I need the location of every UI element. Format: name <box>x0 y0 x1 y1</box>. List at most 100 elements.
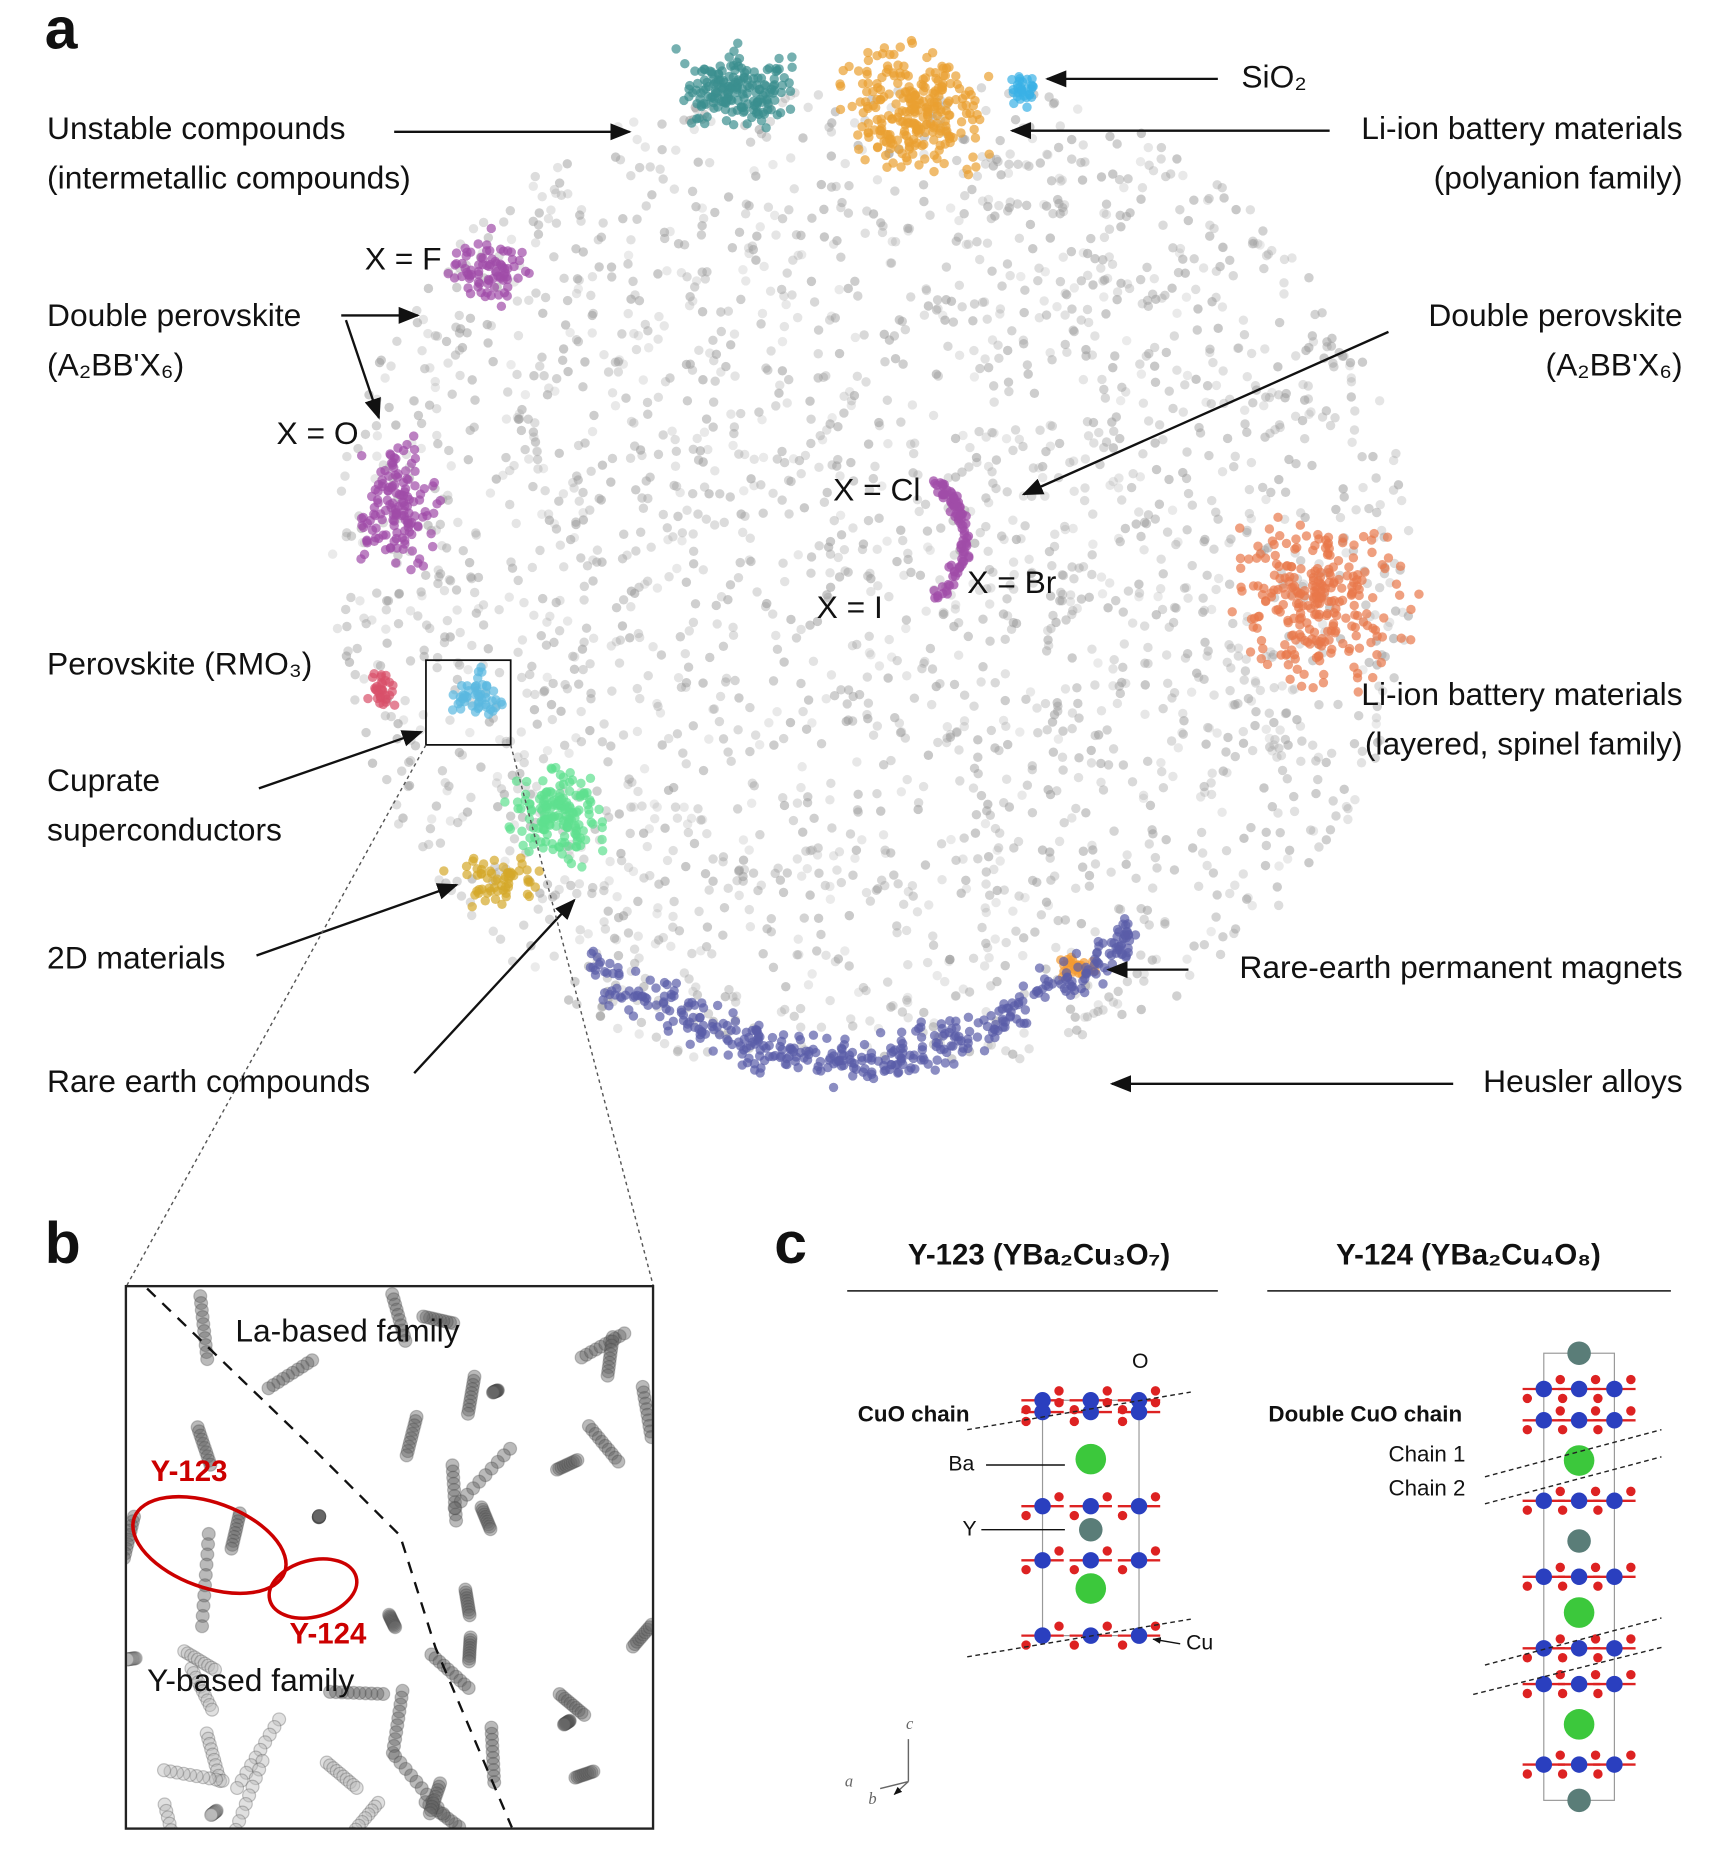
dot <box>433 578 443 589</box>
dot <box>637 450 647 461</box>
dot <box>613 122 623 132</box>
dot <box>577 1707 592 1722</box>
dot <box>638 503 649 513</box>
dot <box>1034 313 1045 323</box>
dot <box>226 1832 239 1845</box>
cluster-dot <box>964 1026 975 1037</box>
dot <box>950 991 961 1001</box>
cluster-dot <box>853 66 864 76</box>
dot <box>1217 807 1227 818</box>
dot <box>1274 317 1285 328</box>
dot <box>1108 664 1118 674</box>
dot <box>993 843 1004 853</box>
dot <box>1191 284 1201 295</box>
dot <box>629 328 639 339</box>
cluster-dot <box>1314 651 1324 661</box>
dot <box>965 442 975 453</box>
dot <box>698 565 709 575</box>
dot <box>671 446 682 457</box>
cluster-dot <box>906 1063 916 1073</box>
dot <box>688 529 698 539</box>
dot <box>1054 438 1065 449</box>
cluster-dot <box>486 290 496 301</box>
cluster-dot <box>1391 579 1402 589</box>
dot <box>863 571 873 581</box>
dot <box>182 1767 198 1782</box>
dot <box>562 159 572 169</box>
dot <box>572 274 583 284</box>
dot <box>747 778 758 788</box>
dot <box>1207 495 1217 506</box>
cluster-dot <box>897 148 907 159</box>
dot <box>659 1038 670 1049</box>
dot <box>972 237 982 247</box>
cluster-dot <box>732 57 742 67</box>
dot <box>563 1456 578 1471</box>
dot <box>1272 882 1282 892</box>
cluster-dot <box>712 1000 723 1011</box>
dot <box>1076 276 1087 286</box>
dot <box>1115 433 1125 444</box>
dot <box>1112 999 1123 1009</box>
dot <box>326 1761 341 1776</box>
dot <box>1299 434 1310 444</box>
cluster-dot <box>597 846 608 856</box>
dot <box>1259 783 1269 793</box>
cluster-dot <box>1236 582 1246 592</box>
cluster-dot <box>723 1036 733 1046</box>
dot <box>1126 482 1137 493</box>
dot <box>1048 99 1059 109</box>
dot <box>702 829 712 839</box>
dot <box>814 868 824 878</box>
dot <box>1027 133 1038 144</box>
dot <box>571 335 582 345</box>
dot <box>669 480 679 491</box>
dot <box>1274 743 1284 753</box>
dot <box>1069 283 1080 293</box>
dot <box>684 974 694 984</box>
dot <box>432 662 442 673</box>
atom <box>1069 1510 1080 1521</box>
dot <box>554 1460 569 1475</box>
dot <box>939 608 950 619</box>
cluster-dot <box>520 789 531 800</box>
cluster-dot <box>562 822 572 832</box>
dot <box>1239 675 1249 685</box>
dot <box>914 506 924 517</box>
dot <box>244 1758 259 1773</box>
cluster-dot <box>584 805 594 815</box>
dot <box>932 295 943 305</box>
dot <box>718 734 729 744</box>
cluster-dot <box>376 670 387 680</box>
dot <box>462 1605 477 1620</box>
dot <box>805 620 815 630</box>
dot <box>849 118 860 128</box>
cluster-dot <box>526 805 537 815</box>
atom <box>1082 1552 1100 1569</box>
atom <box>1130 1627 1148 1644</box>
cluster-dot <box>1098 979 1108 989</box>
dot <box>928 1022 939 1032</box>
dot <box>1255 685 1266 696</box>
cluster-dot <box>888 68 899 78</box>
dot <box>531 288 541 298</box>
dot <box>765 286 776 296</box>
dot <box>913 470 923 480</box>
cluster-dot <box>928 127 938 137</box>
dot <box>1299 395 1310 405</box>
dot <box>987 467 997 477</box>
dot <box>1259 263 1269 274</box>
dot <box>1104 224 1115 234</box>
dot <box>1223 732 1233 743</box>
dot <box>658 509 668 520</box>
dot <box>610 152 621 162</box>
dot <box>1002 594 1012 604</box>
dot <box>614 658 625 668</box>
dot <box>738 265 748 275</box>
dot <box>825 894 836 904</box>
dot <box>653 935 664 945</box>
dot <box>488 1384 503 1399</box>
cluster-dot <box>787 52 797 62</box>
dot <box>1067 154 1077 164</box>
dot <box>642 841 652 852</box>
